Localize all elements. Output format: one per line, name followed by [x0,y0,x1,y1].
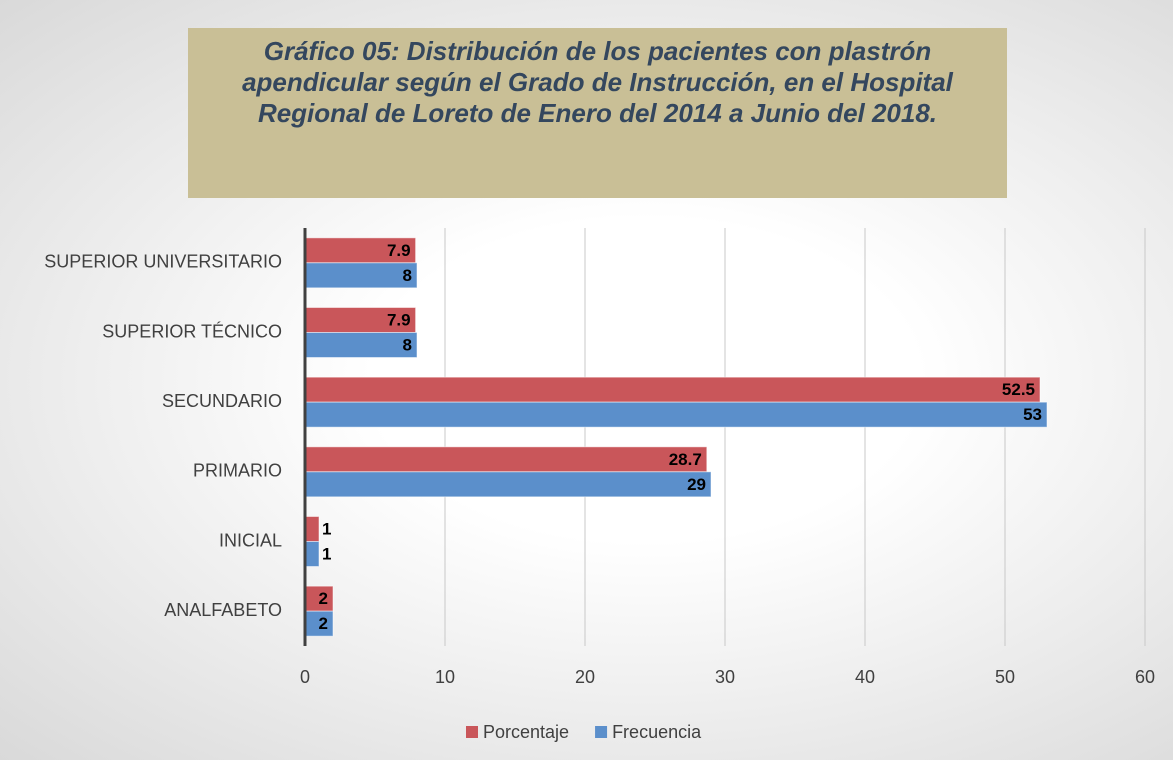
x-tick-label: 40 [855,667,875,687]
x-tick-label: 60 [1135,667,1155,687]
legend-swatch [466,726,478,738]
legend-label: Porcentaje [483,722,569,742]
x-tick-label: 20 [575,667,595,687]
data-label: 8 [403,266,412,285]
x-tick-label: 0 [300,667,310,687]
data-label: 28.7 [669,450,702,469]
data-label: 52.5 [1002,380,1035,399]
y-tick-label: SUPERIOR TÉCNICO [102,321,282,341]
bar [304,516,320,542]
bar [304,471,712,498]
data-label: 1 [322,544,331,563]
data-label: 53 [1023,405,1042,424]
chart-title: Gráfico 05: Distribución de los paciente… [188,28,1007,198]
data-label: 2 [319,589,328,608]
y-tick-label: INICIAL [219,530,282,550]
data-label: 29 [687,475,706,494]
bar [304,610,334,637]
bar [304,307,417,333]
x-tick-label: 10 [435,667,455,687]
bar [304,585,334,612]
y-tick-label: SUPERIOR UNIVERSITARIO [44,252,282,272]
bar [304,237,417,264]
bar [304,332,418,358]
y-tick-label: SECUNDARIO [162,391,282,411]
legend-label: Frecuencia [612,722,702,742]
bar [304,541,320,567]
bar [304,446,708,473]
data-label: 7.9 [387,241,411,260]
data-label: 7.9 [387,310,411,329]
bar [304,376,1041,403]
data-label: 8 [403,335,412,354]
data-label: 1 [322,519,331,538]
x-tick-label: 50 [995,667,1015,687]
legend-swatch [595,726,608,738]
y-tick-label: PRIMARIO [193,461,282,481]
bar [304,401,1048,428]
x-tick-label: 30 [715,667,735,687]
bar [304,262,418,289]
y-tick-label: ANALFABETO [164,600,282,620]
data-label: 2 [319,614,328,633]
